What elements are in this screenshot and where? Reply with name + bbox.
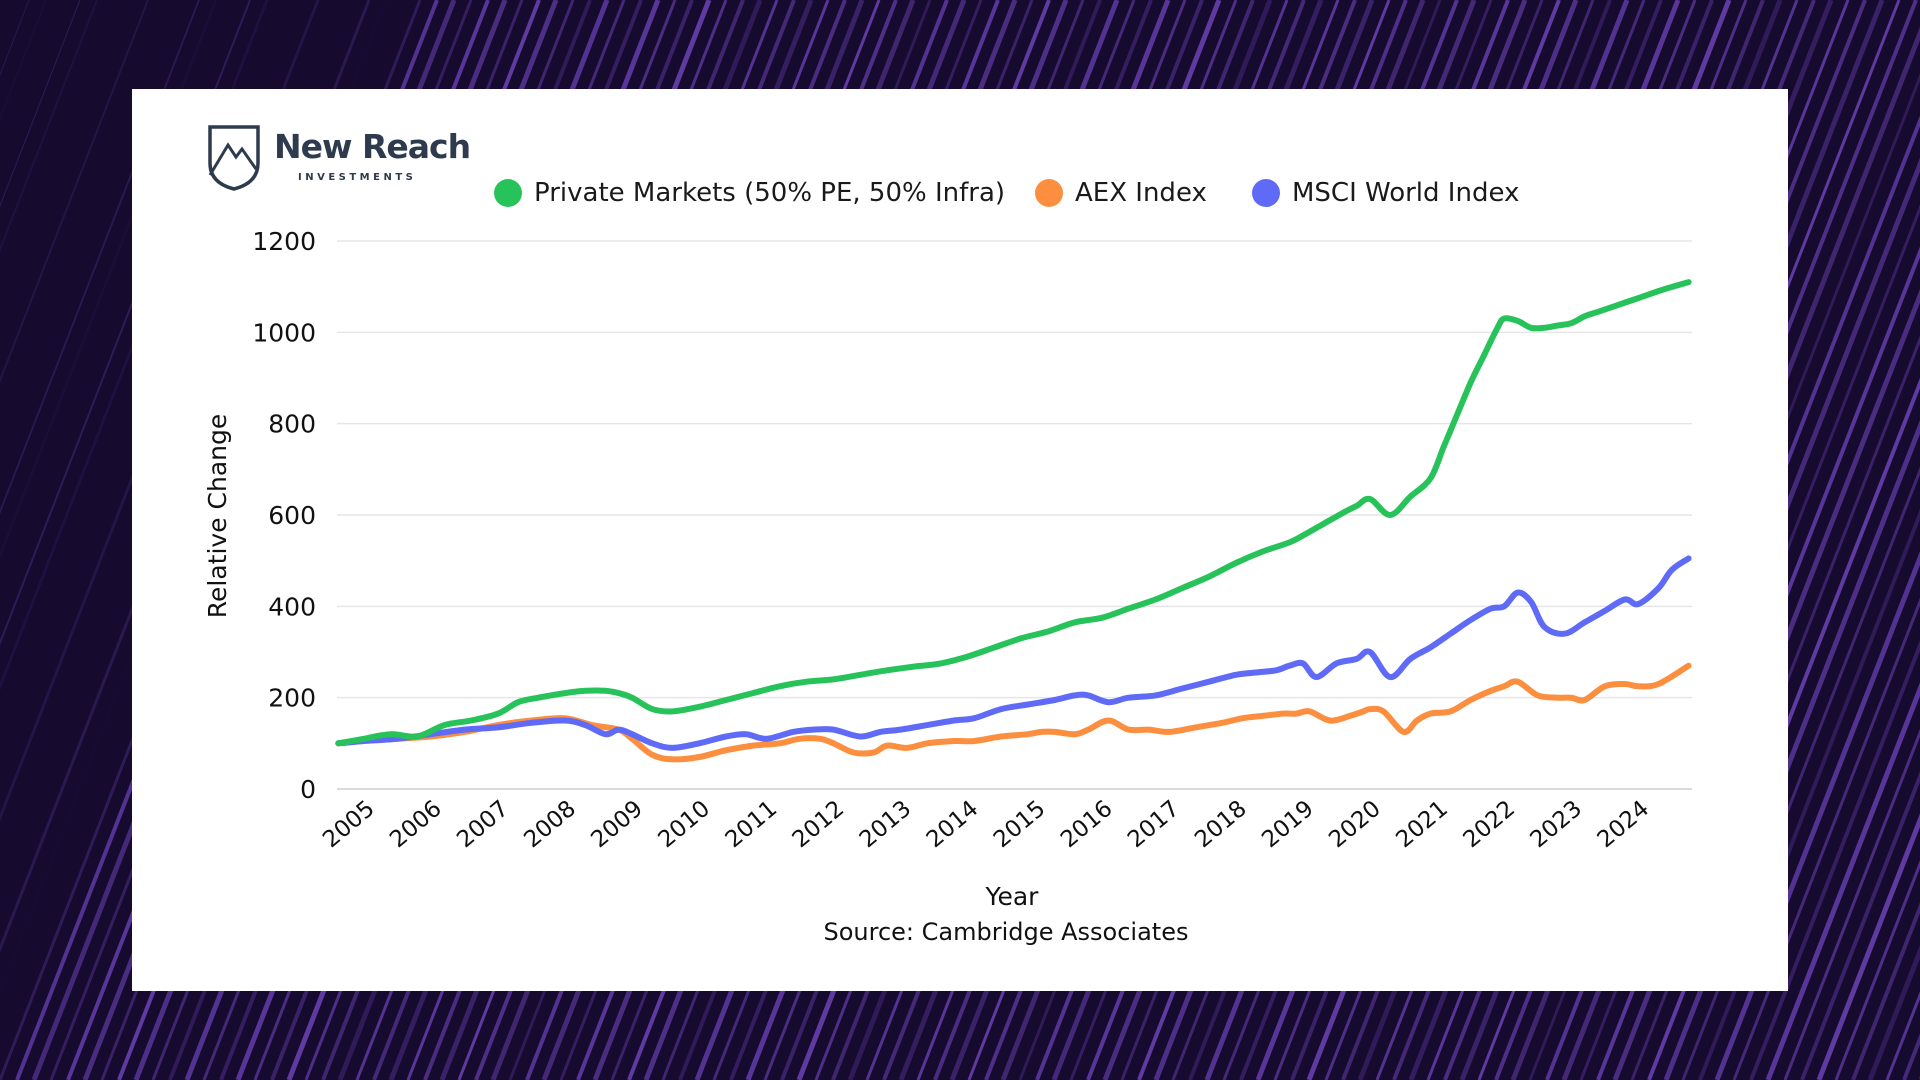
x-tick-label: 2023: [1526, 796, 1588, 854]
legend-item-msci: MSCI World Index: [1252, 173, 1519, 213]
series-line-msci: [335, 555, 1692, 751]
x-tick-label: 2006: [385, 796, 447, 854]
legend-dot-msci: [1252, 179, 1280, 207]
series-line-aex: [335, 662, 1692, 763]
x-tick-label: 2011: [721, 796, 783, 854]
x-tick-label: 2010: [654, 796, 716, 854]
x-tick-label: 2013: [855, 796, 917, 854]
x-axis-label: Year: [985, 882, 1040, 911]
y-tick-label: 1200: [252, 227, 316, 256]
x-tick-label: 2016: [1056, 796, 1118, 854]
x-tick-label: 2005: [318, 796, 380, 854]
y-tick-label: 400: [268, 592, 316, 621]
x-tick-label: 2022: [1458, 796, 1520, 854]
x-tick-label: 2012: [788, 796, 850, 854]
x-tick-label: 2021: [1391, 796, 1453, 854]
y-tick-label: 800: [268, 410, 316, 439]
x-tick-label: 2015: [989, 796, 1051, 854]
legend-label-aex: AEX Index: [1075, 178, 1207, 208]
x-tick-label: 2017: [1123, 796, 1185, 854]
y-tick-label: 0: [300, 775, 316, 804]
brand-name: New Reach: [274, 127, 471, 166]
legend-dot-private-markets: [494, 179, 522, 207]
brand-subtitle: INVESTMENTS: [298, 172, 417, 183]
legend-item-aex: AEX Index: [1035, 173, 1207, 213]
x-tick-label: 2007: [452, 796, 514, 854]
y-tick-label: 600: [268, 501, 316, 530]
x-tick-label: 2020: [1324, 796, 1386, 854]
gridlines: [337, 240, 1692, 790]
y-axis-ticks: 0 200 400 600 800 1000 1200: [252, 227, 316, 804]
x-tick-label: 2008: [519, 796, 581, 854]
x-tick-label: 2014: [922, 796, 984, 854]
new-reach-mountain-logo-icon: [208, 125, 260, 191]
x-tick-label: 2018: [1190, 796, 1252, 854]
y-tick-label: 1000: [252, 318, 316, 347]
legend-item-private-markets: Private Markets (50% PE, 50% Infra): [494, 173, 1005, 213]
x-tick-label: 2019: [1257, 796, 1319, 854]
source-caption: Source: Cambridge Associates: [824, 918, 1189, 946]
y-tick-label: 200: [268, 684, 316, 713]
x-tick-label: 2009: [586, 796, 648, 854]
x-tick-label: 2024: [1593, 796, 1655, 854]
legend-dot-aex: [1035, 179, 1063, 207]
x-axis-ticks: 2005 2006 2007 2008 2009 2010 2011 2012 2013 2014…: [318, 796, 1654, 854]
chart-card: New Reach INVESTMENTS Private Markets (5…: [132, 89, 1788, 991]
series-lines: [335, 279, 1692, 763]
y-axis-label: Relative Change: [203, 414, 232, 618]
legend-label-private-markets: Private Markets (50% PE, 50% Infra): [534, 178, 1006, 208]
series-line-private-markets: [335, 279, 1692, 747]
legend-label-msci: MSCI World Index: [1292, 178, 1520, 208]
